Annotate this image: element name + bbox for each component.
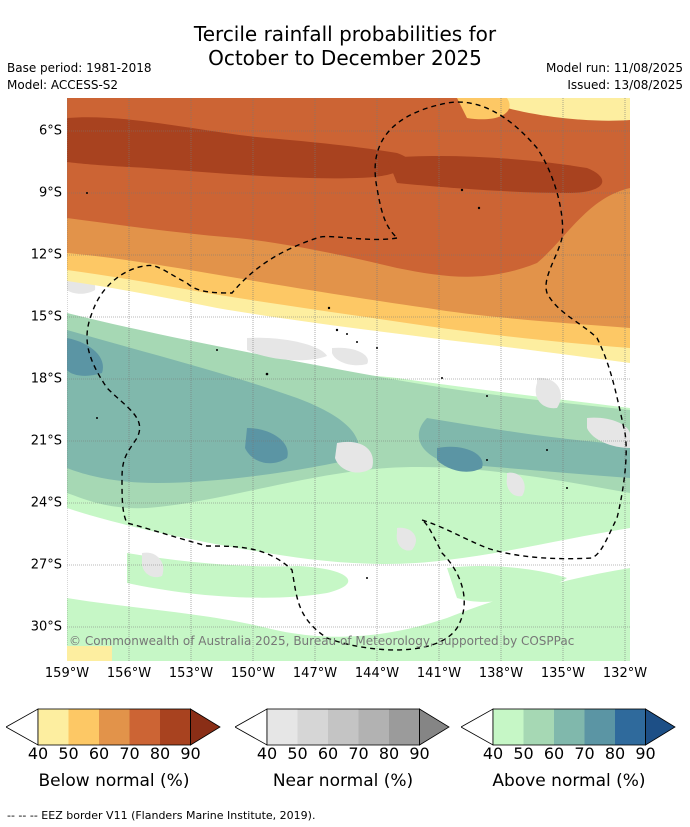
above-normal-colorbar bbox=[461, 708, 676, 746]
probability-map bbox=[67, 98, 630, 661]
below-normal-colorbar bbox=[6, 708, 221, 746]
lat-label: 24°S bbox=[30, 495, 62, 511]
above-tick-label: 40 bbox=[482, 744, 504, 763]
model-name: Model: ACCESS-S2 bbox=[7, 78, 119, 92]
issued-date: Issued: 13/08/2025 bbox=[567, 78, 683, 92]
below-normal-title: Below normal (%) bbox=[38, 771, 190, 791]
probability-fill bbox=[67, 98, 630, 661]
lat-label: 27°S bbox=[30, 557, 62, 573]
lon-label: 144°W bbox=[354, 666, 400, 681]
near-tick-label: 80 bbox=[378, 744, 400, 763]
model-run: Model run: 11/08/2025 bbox=[545, 61, 683, 75]
lat-label: 9°S bbox=[38, 185, 62, 201]
above-tick-label: 60 bbox=[543, 744, 565, 763]
above-normal-title: Above normal (%) bbox=[492, 771, 646, 791]
lon-label: 138°W bbox=[478, 666, 524, 681]
base-period: Base period: 1981-2018 bbox=[7, 61, 152, 75]
above-tick-label: 90 bbox=[635, 744, 656, 763]
map-title: Tercile rainfall probabilities for Octob… bbox=[0, 22, 690, 70]
island-marks bbox=[86, 188, 568, 579]
near-tick-label: 40 bbox=[256, 744, 278, 763]
meta-right: Model run: 11/08/2025 Issued: 13/08/2025 bbox=[546, 60, 683, 94]
lon-label: 156°W bbox=[106, 666, 152, 681]
near-tick-label: 50 bbox=[287, 744, 308, 763]
eez-footnote: -- -- -- EEZ border V11 (Flanders Marine… bbox=[7, 809, 316, 822]
below-tick-label: 50 bbox=[58, 744, 79, 763]
lon-label: 159°W bbox=[44, 666, 90, 681]
below-tick-label: 80 bbox=[149, 744, 171, 763]
meta-left: Base period: 1981-2018 Model: ACCESS-S2 bbox=[7, 60, 152, 94]
below-tick-label: 70 bbox=[119, 744, 140, 763]
title-line-1: Tercile rainfall probabilities for bbox=[193, 22, 497, 46]
lon-label: 141°W bbox=[416, 666, 462, 681]
lat-label: 6°S bbox=[38, 123, 62, 139]
below-tick-label: 90 bbox=[180, 744, 201, 763]
lon-label: 132°W bbox=[602, 666, 648, 681]
near-tick-label: 90 bbox=[409, 744, 430, 763]
lon-label: 147°W bbox=[292, 666, 338, 681]
lon-label: 153°W bbox=[168, 666, 214, 681]
lon-label: 135°W bbox=[540, 666, 586, 681]
near-normal-colorbar bbox=[235, 708, 450, 746]
lat-label: 12°S bbox=[30, 247, 62, 263]
lat-label: 21°S bbox=[30, 433, 62, 449]
lat-label: 30°S bbox=[30, 619, 62, 635]
lon-label: 150°W bbox=[230, 666, 276, 681]
above-tick-label: 80 bbox=[604, 744, 626, 763]
below-tick-label: 60 bbox=[88, 744, 110, 763]
eez-border bbox=[86, 101, 627, 651]
title-line-2: October to December 2025 bbox=[208, 46, 482, 70]
lat-label: 18°S bbox=[30, 371, 62, 387]
lat-label: 15°S bbox=[30, 309, 62, 325]
above-tick-label: 70 bbox=[574, 744, 595, 763]
near-tick-label: 70 bbox=[348, 744, 369, 763]
below-tick-label: 40 bbox=[27, 744, 49, 763]
near-normal-title: Near normal (%) bbox=[272, 771, 414, 791]
above-tick-label: 50 bbox=[513, 744, 534, 763]
copyright-notice: © Commonwealth of Australia 2025, Bureau… bbox=[69, 634, 575, 648]
near-tick-label: 60 bbox=[317, 744, 339, 763]
